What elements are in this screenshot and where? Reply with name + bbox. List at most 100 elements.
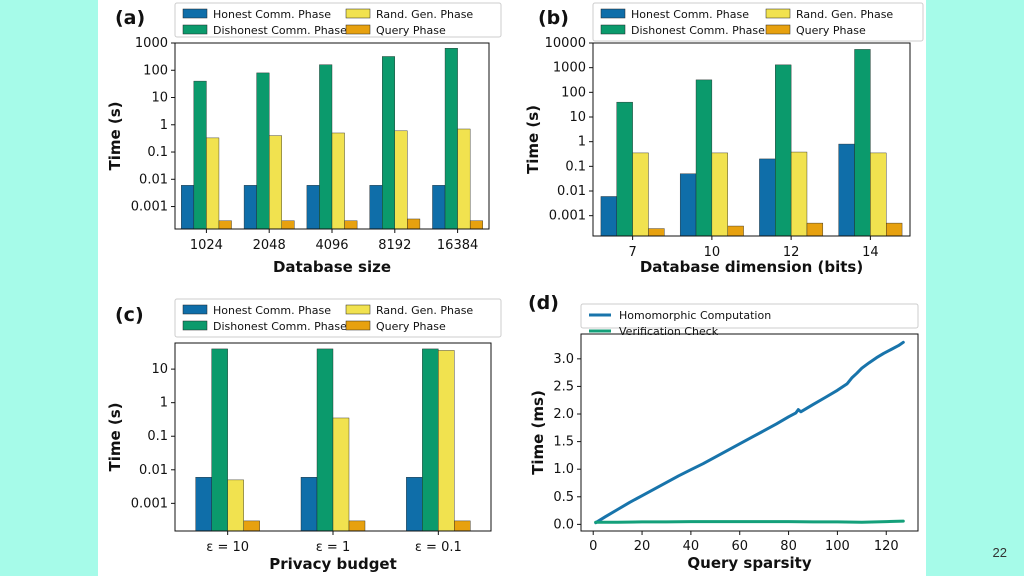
y-axis-title: Time (s) [106, 101, 124, 170]
legend-swatch [345, 8, 371, 19]
legend-swatch [345, 24, 371, 35]
y-tick-label: 0.1 [565, 159, 586, 174]
x-tick-label: 60 [731, 539, 748, 554]
x-tick-label: 7 [628, 245, 636, 260]
y-tick-label: 100 [561, 85, 586, 100]
bar [227, 479, 244, 532]
bar [243, 520, 260, 532]
legend-label: Dishonest Comm. Phase [631, 24, 765, 37]
legend-frame [592, 2, 924, 42]
bar [211, 348, 228, 532]
legend-label: Honest Comm. Phase [213, 8, 331, 21]
legend-swatch [182, 8, 208, 19]
x-tick-label: 10 [704, 245, 721, 260]
bar [195, 477, 212, 532]
y-axis-title: Time (s) [524, 105, 542, 174]
y-tick-label: 1000 [553, 61, 586, 76]
y-tick-label: 1.0 [553, 462, 574, 477]
slide: (a) 0.001 0.01 0.1 1 10 100 1000 1024 2048 4096 819… [98, 0, 926, 576]
legend-swatch [765, 8, 791, 19]
bar [422, 348, 439, 532]
legend-label: Verification Check [619, 325, 719, 338]
bar [775, 64, 792, 237]
bar [838, 143, 855, 237]
bar [759, 158, 776, 237]
panel-label: (d) [528, 292, 559, 314]
bar [457, 128, 471, 230]
legend-swatch [345, 320, 371, 331]
legend-a: Honest Comm. Phase Dishonest Comm. Phase R… [174, 2, 502, 38]
bar [886, 222, 903, 237]
y-axis-title: Time (ms) [529, 390, 547, 475]
bar [616, 101, 633, 237]
bar [369, 185, 383, 230]
bar [306, 185, 320, 230]
y-tick-label: 10000 [545, 36, 586, 51]
bar [432, 185, 446, 230]
bar [382, 56, 395, 230]
bar [727, 225, 744, 237]
legend-label: Dishonest Comm. Phase [213, 320, 347, 333]
bar [406, 477, 423, 532]
x-tick-label: ε = 1 [316, 540, 350, 555]
bar [854, 49, 871, 237]
x-tick-label: 100 [825, 539, 850, 554]
bar [331, 132, 345, 230]
plot-frame [580, 333, 919, 532]
legend-c: Honest Comm. Phase Dishonest Comm. Phase R… [174, 298, 502, 338]
x-tick-label: 4096 [315, 238, 348, 253]
legend-swatch [182, 320, 208, 331]
x-axis-title: Privacy budget [269, 555, 397, 573]
y-tick-label: 0.001 [131, 496, 168, 511]
panel-label: (c) [115, 304, 144, 326]
bar [870, 152, 887, 237]
bar [243, 185, 257, 230]
bar [344, 220, 358, 230]
bar [407, 218, 421, 230]
y-tick-label: 1.5 [553, 435, 574, 450]
bar [444, 48, 458, 230]
chart-d: (d) 0.0 0.5 1.0 1.5 2.0 2.5 3.0 0 20 40 60 80 100 120 Q… [528, 292, 919, 572]
legend-label: Honest Comm. Phase [213, 304, 331, 317]
y-tick-label: 1000 [135, 36, 168, 51]
y-tick-label: 0.1 [147, 145, 168, 160]
chart-c: (c) 0.001 0.01 0.1 1 10 ε = 10 ε = 1 ε = 0.1 Priv… [106, 304, 492, 573]
legend-frame [580, 303, 919, 329]
legend-d: Homomorphic Computation Verification Chec… [580, 303, 919, 338]
bar [348, 520, 366, 532]
bar [268, 135, 282, 230]
bar [790, 151, 808, 237]
y-tick-label: 3.0 [553, 352, 574, 367]
bar [256, 72, 270, 230]
legend-label: Query Phase [376, 24, 446, 37]
x-tick-label: 14 [862, 245, 879, 260]
x-tick-label: 0 [589, 539, 597, 554]
x-axis-title: Query sparsity [687, 554, 811, 572]
page-number: 22 [992, 545, 1007, 560]
y-tick-label: 1 [160, 396, 168, 411]
bar [181, 185, 195, 230]
x-tick-label: ε = 10 [206, 540, 249, 555]
bar [218, 220, 232, 230]
bar [394, 130, 408, 230]
y-tick-label: 10 [569, 110, 586, 125]
bar [632, 152, 649, 237]
chart-a: (a) 0.001 0.01 0.1 1 10 100 1000 1024 2048 4096 819… [106, 7, 490, 276]
legend-frame [174, 298, 502, 338]
bar [319, 64, 333, 230]
y-tick-label: 100 [143, 63, 168, 78]
y-tick-label: 2.5 [553, 379, 574, 394]
legend-swatch [600, 8, 626, 19]
y-tick-label: 0.1 [147, 429, 168, 444]
bar [206, 137, 220, 230]
legend-swatch [345, 304, 371, 315]
legend-b: Honest Comm. Phase Dishonest Comm. Phase R… [592, 2, 924, 42]
series-line [594, 519, 905, 524]
bar [600, 196, 617, 237]
x-tick-label: 12 [783, 245, 800, 260]
series-line [594, 340, 905, 525]
y-tick-label: 1 [578, 135, 586, 150]
y-tick-label: 2.0 [553, 407, 574, 422]
chart-b: (b) 0.001 0.01 0.1 1 10 100 1000 10000 7 10 12 14Dat… [524, 7, 911, 276]
bar [711, 152, 728, 237]
